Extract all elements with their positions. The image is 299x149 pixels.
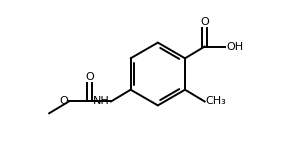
Text: CH₃: CH₃ (206, 97, 226, 107)
Text: OH: OH (226, 42, 243, 52)
Text: O: O (59, 97, 68, 107)
Text: O: O (200, 17, 209, 27)
Text: O: O (85, 72, 94, 82)
Text: NH: NH (93, 97, 110, 107)
